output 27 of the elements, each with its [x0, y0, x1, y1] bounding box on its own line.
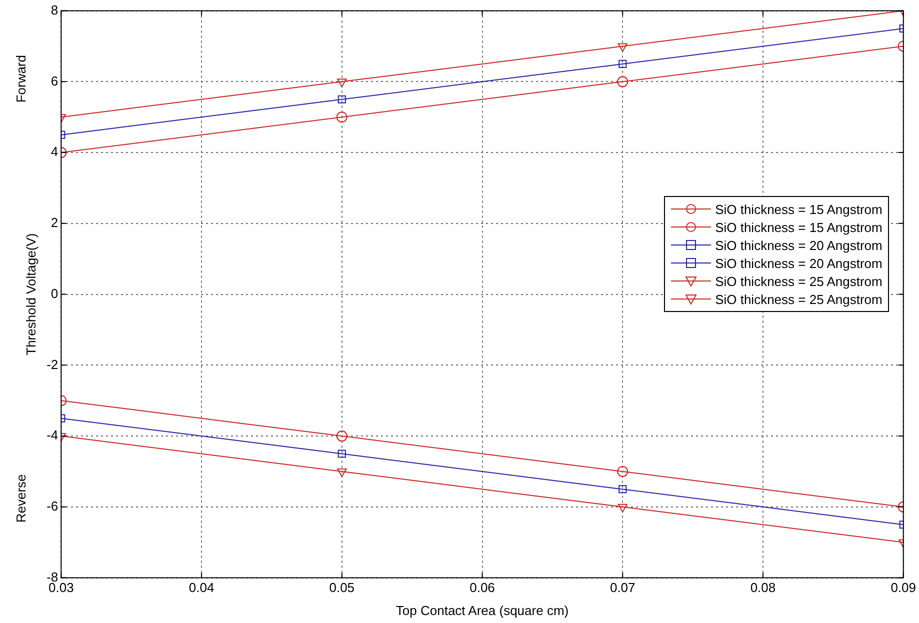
x-tick-label: 0.04	[188, 580, 214, 596]
x-tick-label: 0.07	[610, 580, 636, 596]
x-axis-title: Top Contact Area (square cm)	[396, 602, 569, 618]
legend-label: SiO thickness = 25 Angstrom	[715, 274, 882, 289]
y-tick-label: 8	[50, 2, 58, 18]
x-tick-label: 0.06	[470, 580, 495, 596]
legend-label: SiO thickness = 25 Angstrom	[715, 292, 882, 307]
x-tick-label: 0.08	[750, 580, 776, 596]
y-tick-label: 2	[50, 215, 58, 230]
legend-label: SiO thickness = 15 Angstrom	[715, 220, 882, 235]
legend-label: SiO thickness = 20 Angstrom	[715, 238, 882, 253]
x-tick-label: 0.05	[329, 580, 355, 596]
legend-label: SiO thickness = 20 Angstrom	[715, 256, 882, 271]
y-tick-label: -4	[46, 428, 58, 443]
y-tick-label: -8	[46, 569, 58, 584]
y-tick-label: 4	[50, 144, 58, 160]
text: Reverse	[14, 474, 29, 523]
x-tick-label: 0.09	[890, 580, 916, 596]
point	[337, 78, 347, 88]
legend-label: SiO thickness = 15 Angstrom	[715, 202, 882, 217]
y-axis-title: Threshold Voltage(V)	[23, 233, 38, 356]
text: Forward	[14, 54, 29, 103]
point	[618, 43, 628, 52]
y-tick-label: 6	[50, 73, 58, 88]
y-tick-label: 0	[50, 286, 58, 301]
y-tick-label: -2	[46, 356, 58, 372]
y-tick-label: -6	[46, 498, 58, 514]
